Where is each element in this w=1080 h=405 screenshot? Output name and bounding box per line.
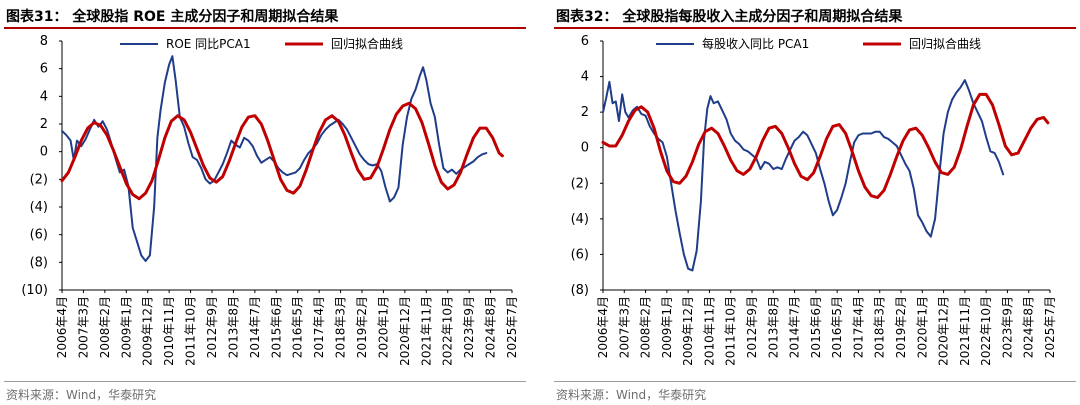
series-line-fit — [601, 92, 1050, 200]
series-line-pca1 — [602, 79, 1005, 272]
legend-label: 每股收入同比 PCA1 — [702, 36, 809, 51]
chart-panel-right: 图表32： 全球股指每股收入主成分因子和周期拟合结果 6 4 2 0 (2) (4) (6)… — [550, 0, 1080, 405]
chart-title: 图表32： 全球股指每股收入主成分因子和周期拟合结果 — [556, 9, 903, 25]
x-tick-label: 2009年1月 — [119, 296, 133, 358]
y-tick-label: (6) — [30, 228, 48, 243]
x-tick-label: 2009年12月 — [141, 296, 155, 366]
y-tick-label: 6 — [581, 34, 589, 49]
footer-rule — [4, 381, 526, 382]
x-tick-label: 2008年2月 — [639, 296, 653, 358]
x-tick-label: 2011年10月 — [184, 296, 198, 366]
y-tick-label: (2) — [30, 172, 48, 187]
y-tick-label: 0 — [40, 145, 48, 160]
x-tick-label: 2011年10月 — [724, 296, 738, 366]
x-tick-label: 2010年11月 — [702, 296, 716, 366]
x-tick-label: 2015年6月 — [269, 296, 283, 358]
x-tick-label: 2022年10月 — [441, 296, 455, 366]
x-tick-label: 2006年4月 — [596, 296, 610, 358]
x-tick-label: 2022年10月 — [979, 296, 993, 366]
y-tick-label: 2 — [40, 117, 48, 132]
x-tick-label: 2024年8月 — [1022, 296, 1036, 358]
x-tick-label: 2009年12月 — [681, 296, 695, 366]
chart-title: 图表31： 全球股指 ROE 主成分因子和周期拟合结果 — [6, 9, 339, 25]
title-rule — [4, 27, 526, 29]
x-tick-label: 2019年2月 — [894, 296, 908, 358]
x-tick-label: 2016年5月 — [291, 296, 305, 358]
y-tick-label: (10) — [21, 283, 48, 298]
x-tick-label: 2015年6月 — [809, 296, 823, 358]
x-tick-label: 2020年12月 — [398, 296, 412, 366]
y-tick-label: (4) — [30, 200, 48, 215]
x-tick-label: 2009年1月 — [660, 296, 674, 358]
x-tick-label: 2018年3月 — [873, 296, 887, 358]
x-tick-label: 2020年1月 — [915, 296, 929, 358]
y-tick-label: 0 — [581, 141, 589, 156]
x-tick-label: 2025年7月 — [505, 296, 519, 358]
x-tick-label: 2013年8月 — [226, 296, 240, 358]
x-tick-label: 2014年7月 — [248, 296, 262, 358]
y-tick-label: 6 — [40, 62, 48, 77]
x-tick-label: 2019年2月 — [355, 296, 369, 358]
y-tick-label: (8) — [571, 283, 589, 298]
y-tick-label: 8 — [40, 34, 48, 49]
title-rule — [554, 27, 1076, 29]
series-line-pca1 — [61, 55, 488, 262]
x-tick-label: 2017年4月 — [312, 296, 326, 358]
y-tick-label: 4 — [40, 89, 48, 104]
legend-label: ROE 同比PCA1 — [166, 37, 251, 51]
legend-label: 回归拟合曲线 — [909, 36, 981, 51]
x-tick-label: 2008年2月 — [98, 296, 112, 358]
x-tick-label: 2025年7月 — [1043, 296, 1057, 358]
x-tick-label: 2023年9月 — [462, 296, 476, 358]
x-tick-label: 2021年11月 — [958, 296, 972, 366]
y-tick-label: (4) — [571, 212, 589, 227]
chart-panel-left: 图表31： 全球股指 ROE 主成分因子和周期拟合结果 8 6 4 2 0 (2) (4) (… — [0, 0, 530, 405]
y-tick-label: 4 — [581, 70, 589, 85]
series-line-fit — [60, 101, 504, 201]
x-tick-label: 2007年3月 — [617, 296, 631, 358]
x-tick-label: 2013年8月 — [766, 296, 780, 358]
x-tick-label: 2006年4月 — [55, 296, 69, 358]
x-tick-label: 2020年1月 — [376, 296, 390, 358]
x-tick-label: 2016年5月 — [830, 296, 844, 358]
footer-rule — [554, 381, 1076, 382]
source-note: 资料来源：Wind，华泰研究 — [6, 388, 157, 402]
y-tick-label: 2 — [581, 105, 589, 120]
x-tick-label: 2018年3月 — [334, 296, 348, 358]
x-tick-label: 2012年9月 — [745, 296, 759, 358]
x-tick-label: 2020年12月 — [937, 296, 951, 366]
x-tick-label: 2012年9月 — [205, 296, 219, 358]
y-tick-label: (8) — [30, 255, 48, 270]
x-tick-label: 2024年8月 — [484, 296, 498, 358]
source-note: 资料来源：Wind，华泰研究 — [556, 388, 707, 402]
x-tick-label: 2010年11月 — [162, 296, 176, 366]
y-tick-label: (6) — [571, 247, 589, 262]
x-tick-label: 2014年7月 — [788, 296, 802, 358]
legend-label: 回归拟合曲线 — [331, 36, 403, 51]
chart-svg-left: 8 6 4 2 0 (2) (4) (6) (8) (10) 2006年4月 2007年3月 2008年… — [21, 34, 519, 366]
x-tick-label: 2023年9月 — [1000, 296, 1014, 358]
chart-svg-right: 6 4 2 0 (2) (4) (6) (8) 2006年4月 2007年3月 2008年2月 200… — [571, 34, 1057, 366]
x-tick-label: 2007年3月 — [76, 296, 90, 358]
y-tick-label: (2) — [571, 176, 589, 191]
x-tick-label: 2017年4月 — [851, 296, 865, 358]
x-tick-label: 2021年11月 — [419, 296, 433, 366]
